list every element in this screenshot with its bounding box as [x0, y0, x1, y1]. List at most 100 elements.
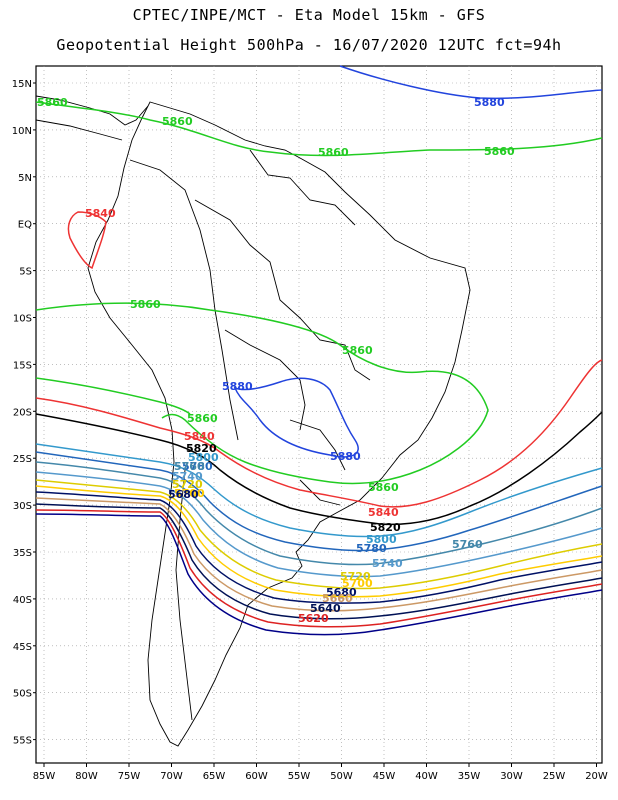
chart-title-line1: CPTEC/INPE/MCT - Eta Model 15km - GFS: [132, 6, 486, 24]
contour-5860-north: [35, 101, 603, 157]
lat-label: 50S: [13, 689, 32, 700]
label-5880-north: 5880: [474, 96, 505, 109]
label-5860-se: 5860: [368, 481, 399, 494]
label-5720-east: 5720: [340, 570, 371, 583]
label-5840-ecuador: 5840: [85, 207, 116, 220]
label-5860-ne: 5860: [318, 146, 349, 159]
label-5700-east: 5700: [342, 577, 373, 590]
label-5860-brazil: 5860: [342, 344, 373, 357]
contour-5720: [35, 479, 603, 590]
lon-label: 50W: [330, 771, 353, 782]
lon-label: 25W: [543, 771, 566, 782]
label-5860-nw: 5860: [162, 115, 193, 128]
label-5860-west: 5860: [37, 96, 68, 109]
contour-5820: [35, 411, 603, 526]
lat-label: 10S: [13, 314, 32, 325]
longitude-labels: 85W 80W 75W 70W 65W 60W 55W 50W 45W 40W 35W 30W 25W 2…: [33, 771, 608, 782]
lon-label: 35W: [458, 771, 481, 782]
axis-ticks: [33, 82, 597, 767]
label-5840-west: 5840: [184, 430, 215, 443]
border-brazil-north: [249, 149, 356, 226]
label-5860-east: 5860: [484, 145, 515, 158]
label-5700-west: 5700: [174, 487, 205, 500]
contour-5620: [35, 509, 603, 628]
label-5720-west: 5720: [172, 478, 203, 491]
central-america-coastline: [35, 95, 149, 126]
label-5820-east: 5820: [370, 521, 401, 534]
lon-label: 85W: [33, 771, 56, 782]
lat-label: 20S: [13, 407, 32, 418]
lon-label: 30W: [500, 771, 523, 782]
border-brazil-west: [194, 199, 371, 381]
label-5760-east: 5760: [452, 538, 483, 551]
label-5780-west: 5780: [182, 460, 213, 473]
lat-label: 35S: [13, 548, 32, 559]
lat-label: 45S: [13, 642, 32, 653]
contour-5840-ecuador: [67, 211, 107, 270]
contour-5640: [35, 503, 603, 620]
label-5800-east: 5800: [366, 533, 397, 546]
contour-5740: [35, 471, 603, 578]
lat-label: 40S: [13, 595, 32, 606]
lat-label: 15S: [13, 360, 32, 371]
lon-label: 80W: [75, 771, 98, 782]
label-5740-east: 5740: [372, 557, 403, 570]
label-5820-west: 5820: [186, 442, 217, 455]
contour-5600: [35, 513, 603, 636]
label-5640-east: 5640: [310, 602, 341, 615]
south-america-coastline: [87, 101, 471, 747]
lon-label: 40W: [415, 771, 438, 782]
lat-label: 5N: [18, 173, 32, 184]
label-5860-sw: 5860: [187, 412, 218, 425]
contour-labels: 5880 5880 5880 5860 5860 5860 5860 5860 …: [37, 96, 515, 625]
label-5680-east: 5680: [326, 586, 357, 599]
contour-5700: [35, 485, 603, 598]
lon-label: 60W: [245, 771, 268, 782]
label-5860-mid: 5860: [130, 298, 161, 311]
lon-label: 70W: [160, 771, 183, 782]
contour-5780: [35, 451, 603, 552]
contour-5660: [35, 497, 603, 612]
lat-label: 15N: [12, 79, 32, 90]
label-5840-east: 5840: [368, 506, 399, 519]
contours: [35, 65, 603, 636]
label-5780-east: 5780: [356, 542, 387, 555]
contour-5860-west: [35, 377, 191, 415]
lon-label: 55W: [288, 771, 311, 782]
contour-5680: [35, 491, 603, 604]
lat-label: EQ: [18, 220, 32, 231]
label-5680-west: 5680: [168, 488, 199, 501]
label-5760-west: 5760: [174, 460, 205, 473]
label-5660-east: 5660: [322, 592, 353, 605]
label-5880-south: 5880: [330, 450, 361, 463]
lat-label: 55S: [13, 736, 32, 747]
border-uruguay: [299, 479, 341, 506]
latitude-labels: 15N 10N 5N EQ 5S 10S 15S 20S 25S 30S 35S 40S 45S 50S 5…: [12, 79, 32, 747]
contour-5860-south: [35, 302, 489, 485]
lon-label: 20W: [585, 771, 608, 782]
lat-label: 5S: [19, 267, 32, 278]
contour-5880-north: [339, 65, 603, 100]
label-5880-center: 5880: [222, 380, 253, 393]
border-andes: [129, 159, 239, 441]
lon-label: 75W: [118, 771, 141, 782]
border-bolivia: [224, 329, 306, 431]
contour-5800: [35, 443, 603, 538]
contour-5840-main: [35, 359, 603, 508]
contour-5760: [35, 461, 603, 566]
plot-frame: [35, 65, 603, 764]
lat-label: 10N: [12, 126, 32, 137]
border-paraguay: [289, 419, 346, 471]
chart-title-line2: Geopotential Height 500hPa - 16/07/2020 …: [56, 36, 562, 54]
label-5800-west: 5800: [188, 451, 219, 464]
lon-label: 45W: [373, 771, 396, 782]
caribbean-coast: [35, 119, 123, 141]
label-5620-east: 5620: [298, 612, 329, 625]
grid-lines: [36, 66, 602, 763]
lon-label: 65W: [203, 771, 226, 782]
label-5740-west: 5740: [172, 470, 203, 483]
lat-label: 30S: [13, 501, 32, 512]
contour-5880-central: [233, 377, 359, 458]
lat-label: 25S: [13, 454, 32, 465]
